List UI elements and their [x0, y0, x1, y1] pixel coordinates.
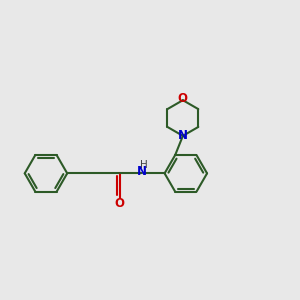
- Text: H: H: [140, 160, 148, 170]
- Text: O: O: [178, 92, 188, 105]
- Text: N: N: [136, 165, 146, 178]
- Text: O: O: [115, 197, 125, 210]
- Text: N: N: [178, 129, 188, 142]
